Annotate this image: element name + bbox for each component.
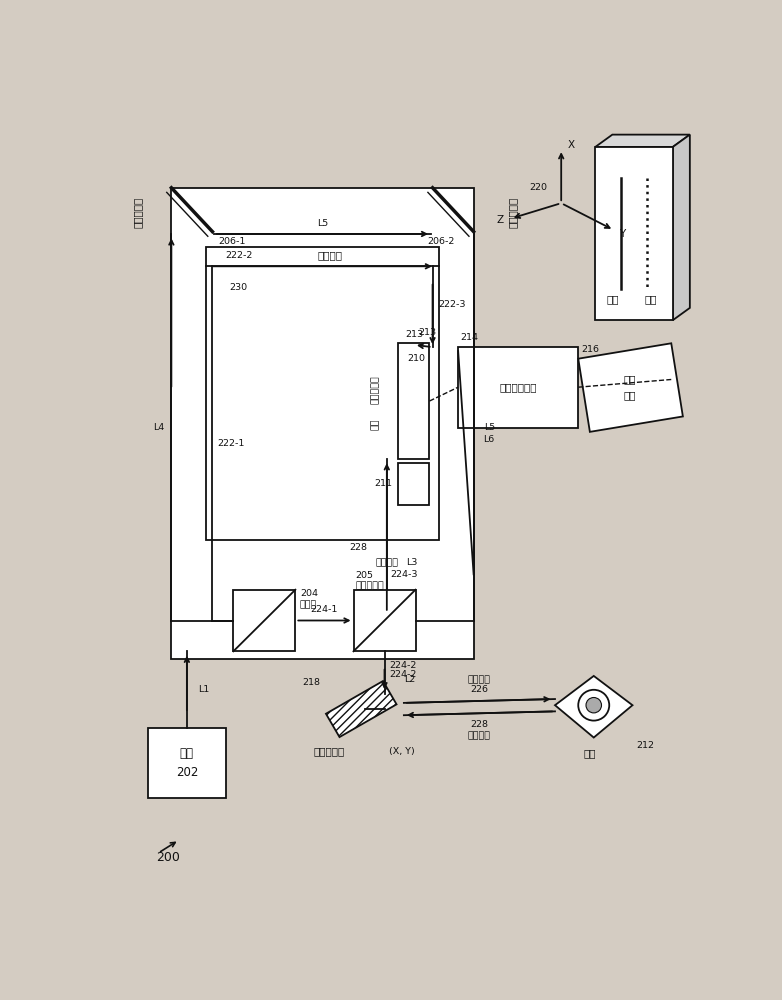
Text: 212: 212 [637,741,655,750]
Text: 200: 200 [156,851,180,864]
Text: 222-2: 222-2 [226,251,253,260]
Text: 213: 213 [405,330,423,339]
Circle shape [578,690,609,721]
Text: 信号处理模块: 信号处理模块 [499,382,536,392]
Text: 230: 230 [229,283,248,292]
Text: Z: Z [497,215,504,225]
Text: 谱仪: 谱仪 [371,418,380,430]
Text: 固定反射镜: 固定反射镜 [133,197,143,228]
Bar [458,347,578,428]
Text: 光源: 光源 [180,747,194,760]
Text: L4: L4 [153,423,164,432]
Bar [148,728,226,798]
Text: 202: 202 [176,766,198,779]
Circle shape [586,698,601,713]
Bar [206,247,439,540]
Text: 216: 216 [581,345,599,354]
Text: 226: 226 [470,685,488,694]
Text: 扫描反射镜: 扫描反射镜 [313,746,344,756]
Bar [233,590,296,651]
Text: 数据: 数据 [624,390,637,400]
Text: 206-2: 206-2 [427,237,454,246]
Bar [399,463,429,505]
Text: 222-3: 222-3 [439,300,466,309]
Text: 211: 211 [375,479,393,488]
Text: 固定反射镜: 固定反射镜 [508,197,518,228]
Text: (X, Y): (X, Y) [389,747,414,756]
Text: L1: L1 [199,685,210,694]
Text: 测量光束: 测量光束 [468,732,490,740]
Text: L2: L2 [404,675,415,684]
Text: 224-2: 224-2 [389,661,417,670]
Text: L5: L5 [485,423,496,432]
Bar [353,590,415,651]
Polygon shape [673,135,690,320]
Text: 206-1: 206-1 [218,237,246,246]
Text: 224-1: 224-1 [310,605,338,614]
Bar [171,188,474,659]
Text: 213: 213 [418,328,436,337]
Text: 205: 205 [355,571,373,580]
Text: 分束器: 分束器 [300,601,317,610]
Text: 图像: 图像 [624,374,637,384]
Text: 电子: 电子 [645,294,658,304]
Text: 204: 204 [300,589,318,598]
Text: 样本: 样本 [583,748,596,758]
Bar [595,147,673,320]
Text: 214: 214 [461,333,479,342]
Text: L6: L6 [483,435,494,444]
Polygon shape [595,135,690,147]
Text: 部分反射镜: 部分反射镜 [355,581,384,590]
Text: 228: 228 [350,543,368,552]
Text: L5: L5 [317,219,328,228]
Text: 测量光束: 测量光束 [375,558,398,567]
Text: L3: L3 [406,558,418,567]
Text: 样本光束: 样本光束 [468,675,490,684]
Text: 参考光束: 参考光束 [317,251,343,261]
Polygon shape [555,676,633,738]
Text: 224-2: 224-2 [389,670,417,679]
Polygon shape [578,343,683,432]
Bar [399,343,429,459]
Text: Y: Y [619,229,626,239]
Text: 222-1: 222-1 [217,439,245,448]
Text: 218: 218 [302,678,320,687]
Text: 224-3: 224-3 [391,570,418,579]
Text: 驻波波导光: 驻波波导光 [371,375,380,404]
Text: 228: 228 [470,720,488,729]
Polygon shape [326,681,396,737]
Text: 光学: 光学 [606,294,619,304]
Text: 210: 210 [407,354,425,363]
Text: X: X [568,140,575,150]
Text: 220: 220 [529,183,547,192]
